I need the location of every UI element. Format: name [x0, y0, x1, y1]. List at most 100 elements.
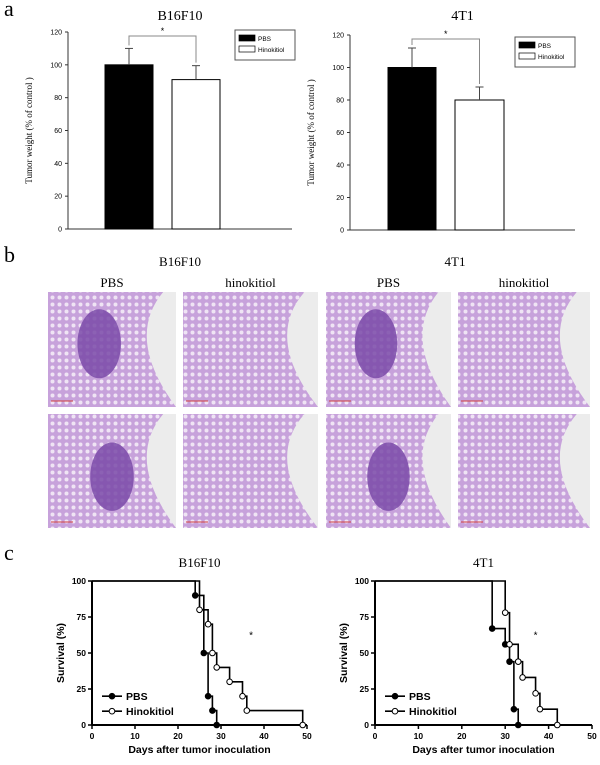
y-tick-label: 75: [360, 612, 370, 622]
y-tick-label: 75: [77, 612, 87, 622]
y-tick-label: 20: [336, 195, 344, 202]
x-tick-label: 30: [216, 731, 226, 741]
data-point: [196, 606, 203, 614]
legend-marker: [391, 707, 399, 715]
histology-image: [48, 292, 176, 407]
tumor-nodule: [354, 309, 398, 379]
significance-bracket: [128, 35, 197, 63]
legend-label: PBS: [538, 43, 552, 50]
y-tick-label: 40: [336, 163, 344, 170]
y-axis-label: Survival (%): [55, 623, 67, 683]
legend-label: PBS: [409, 691, 431, 703]
survival-chart-b16f10: B16F10 0 25 50 75 100 0 10 20 30 40 50 Days after tu…: [55, 555, 312, 756]
survival-curve-hinokitiol: [375, 580, 559, 725]
survival-curve-pbs: [375, 580, 520, 725]
legend-label: PBS: [258, 36, 272, 43]
y-tick-label: 0: [81, 720, 86, 730]
survival-chart-4t1: 4T1 0 25 50 75 100 0 10 20 30 40 50 Days after tumor…: [338, 555, 597, 756]
panel-label-b: b: [4, 242, 15, 267]
y-tick-label: 25: [77, 684, 87, 694]
y-tick-label: 80: [336, 98, 344, 105]
y-axis-label: Tumor weight (% of control ): [306, 79, 316, 185]
tumor-nodule: [367, 442, 410, 511]
data-point: [506, 641, 513, 648]
y-tick-label: 50: [360, 648, 370, 658]
x-tick-label: 30: [500, 731, 510, 741]
legend-box: [514, 36, 576, 68]
y-tick-label: 100: [355, 576, 369, 586]
lung-tissue: [458, 414, 590, 528]
data-point: [243, 707, 251, 714]
chart-title: B16F10: [157, 9, 202, 24]
bar-chart-b16f10: B16F10 0 20 40 60 80 100 120 Tumor weight (% of …: [24, 9, 296, 234]
panel-label-a: a: [4, 0, 14, 21]
y-tick-label: 0: [58, 227, 62, 234]
legend-swatch: [238, 45, 256, 53]
bar-hinokitiol: [454, 99, 505, 231]
x-tick-label: 40: [259, 731, 269, 741]
legend: PBS Hinokitiol: [234, 29, 296, 61]
data-point: [239, 692, 246, 700]
y-tick-label: 20: [54, 194, 62, 201]
data-point: [299, 721, 307, 729]
x-tick-label: 0: [90, 731, 95, 741]
data-point: [501, 609, 509, 616]
data-point: [204, 620, 212, 628]
x-tick-label: 40: [544, 731, 554, 741]
chart-title: B16F10: [179, 555, 221, 570]
y-tick-label: 60: [336, 130, 344, 137]
y-tick-label: 100: [50, 62, 62, 69]
legend-label: PBS: [126, 691, 148, 703]
legend-marker: [108, 692, 116, 700]
tumor-nodule: [90, 442, 134, 511]
data-point: [213, 664, 220, 671]
legend-label: Hinokitiol: [538, 54, 565, 61]
survival-curve-hinokitiol: [92, 580, 304, 725]
y-tick-label: 0: [340, 228, 344, 235]
y-tick-label: 120: [50, 30, 62, 37]
y-tick-label: 60: [54, 128, 62, 135]
histology-image: [458, 414, 590, 528]
histology-image: [326, 414, 451, 528]
histology-group-title: 4T1: [445, 254, 466, 269]
chart-title: 4T1: [473, 555, 494, 570]
x-tick-label: 0: [373, 731, 378, 741]
x-tick-label: 50: [587, 731, 597, 741]
data-point: [553, 721, 561, 729]
histology-group-title: B16F10: [159, 254, 201, 269]
legend: PBS Hinokitiol: [514, 36, 576, 68]
x-axis-label: Days after tumor inoculation: [128, 744, 270, 756]
y-tick-label: 40: [54, 161, 62, 168]
lung-tissue: [183, 292, 318, 407]
histology-image: [183, 292, 318, 407]
data-point: [519, 674, 526, 681]
y-tick-label: 120: [332, 33, 344, 40]
legend-label: Hinokitiol: [258, 47, 285, 54]
lung-tissue: [458, 292, 590, 407]
data-point: [191, 592, 199, 599]
y-tick-label: 50: [77, 648, 87, 658]
x-tick-label: 20: [457, 731, 467, 741]
bar-pbs: [104, 64, 154, 230]
legend-swatch: [518, 52, 536, 60]
histology-condition-label: hinokitiol: [499, 275, 550, 290]
data-point: [536, 705, 544, 713]
significance-marker: *: [249, 631, 253, 642]
chart-title: 4T1: [451, 9, 474, 24]
survival-curve-pbs: [92, 580, 218, 725]
data-point: [506, 658, 513, 665]
bar-hinokitiol: [171, 79, 221, 230]
x-tick-label: 20: [173, 731, 183, 741]
histology-image: [326, 292, 451, 407]
legend-box: [234, 29, 296, 61]
y-tick-label: 25: [360, 684, 370, 694]
data-point: [213, 721, 220, 729]
histology-image: [48, 414, 176, 528]
tumor-nodule: [77, 309, 121, 379]
legend-marker: [391, 692, 399, 700]
x-tick-label: 10: [414, 731, 424, 741]
histology-condition-label: PBS: [377, 275, 400, 290]
legend-label: Hinokitiol: [126, 706, 174, 718]
data-point: [200, 649, 208, 657]
